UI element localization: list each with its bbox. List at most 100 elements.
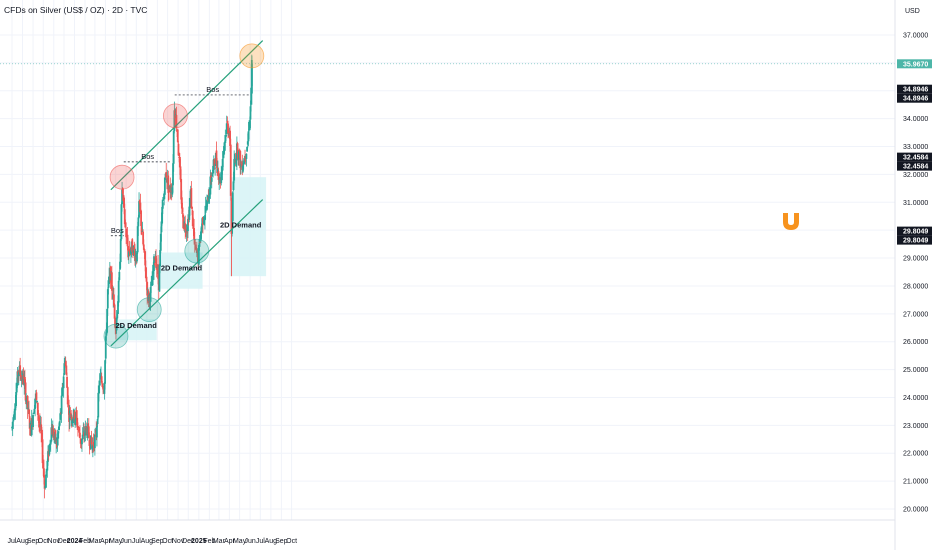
candle-body bbox=[115, 330, 117, 331]
candle-body bbox=[209, 176, 212, 195]
y-tick-label: 24.0000 bbox=[903, 395, 928, 402]
candle-body bbox=[65, 365, 68, 375]
candle-body bbox=[118, 271, 121, 281]
candle-body bbox=[14, 404, 17, 411]
candle-body bbox=[178, 158, 181, 168]
candle-body bbox=[58, 421, 61, 427]
bos-label: Bos bbox=[141, 152, 154, 161]
candle-body bbox=[90, 436, 93, 445]
candle-body bbox=[121, 188, 124, 194]
candle-body bbox=[85, 426, 87, 428]
candle-body bbox=[249, 106, 252, 120]
candle-body bbox=[38, 418, 41, 423]
candle-body bbox=[243, 158, 246, 164]
candle-body bbox=[46, 460, 49, 471]
candle-body bbox=[114, 317, 117, 329]
candle-body bbox=[157, 264, 159, 279]
candle-body bbox=[182, 214, 185, 229]
candle-body bbox=[210, 177, 213, 182]
candle-body bbox=[177, 143, 180, 156]
candle-body bbox=[208, 196, 210, 204]
x-tick-label: Nov bbox=[48, 538, 61, 545]
candle-body bbox=[105, 331, 108, 336]
candle-body bbox=[250, 87, 253, 105]
candle-body bbox=[191, 206, 193, 209]
candle-body bbox=[132, 250, 134, 256]
candle-body bbox=[36, 401, 39, 403]
candle-body bbox=[107, 280, 110, 289]
candle-body bbox=[28, 416, 31, 429]
candle-body bbox=[221, 170, 223, 172]
candle-body bbox=[223, 146, 225, 153]
candle-body bbox=[41, 439, 44, 464]
x-tick-label: May bbox=[233, 538, 247, 545]
candle-body bbox=[13, 408, 16, 416]
candle-body bbox=[175, 115, 178, 129]
x-tick-label: Oct bbox=[38, 538, 49, 545]
candle-body bbox=[204, 205, 207, 213]
candle-body bbox=[159, 250, 162, 267]
candle-body bbox=[226, 120, 229, 124]
candle-body bbox=[189, 198, 191, 207]
candle-body bbox=[87, 426, 90, 438]
bos-label: Bos bbox=[206, 85, 219, 94]
candle-body bbox=[198, 239, 201, 247]
x-tick-label: Nov bbox=[172, 538, 185, 545]
channel-lower-line[interactable] bbox=[110, 199, 264, 347]
candle-body bbox=[193, 239, 196, 244]
candle-body bbox=[211, 172, 214, 177]
highlight-circle bbox=[162, 103, 188, 129]
x-tick-label: Feb bbox=[79, 538, 91, 545]
candle-body bbox=[32, 413, 35, 414]
candle-body bbox=[128, 248, 131, 253]
candle-body bbox=[172, 163, 174, 186]
candle-body bbox=[49, 441, 52, 445]
annotations: Bos Bos Bos 2D Demand 2D Demand 2D Demand bbox=[111, 85, 262, 330]
candle-body bbox=[220, 171, 223, 184]
candle-body bbox=[35, 392, 38, 400]
candle-body bbox=[36, 402, 39, 415]
candle-body bbox=[191, 210, 194, 227]
price-tag bbox=[897, 93, 932, 103]
candle-body bbox=[88, 439, 91, 446]
candle-body bbox=[182, 226, 185, 229]
candle-body bbox=[216, 161, 219, 174]
candle-body bbox=[123, 197, 126, 207]
candle-body bbox=[161, 206, 164, 224]
candle-body bbox=[117, 280, 120, 303]
candle-body bbox=[178, 157, 181, 158]
candle-body bbox=[229, 130, 231, 146]
y-tick-label: 28.0000 bbox=[903, 283, 928, 290]
candle-body bbox=[15, 392, 17, 407]
candle-body bbox=[62, 376, 65, 389]
candle-body bbox=[204, 215, 206, 221]
candle-body bbox=[152, 269, 155, 274]
x-tick-label: Jul bbox=[256, 538, 265, 545]
candle-body bbox=[34, 398, 36, 409]
candle-body bbox=[186, 231, 189, 234]
highlight-circles bbox=[103, 43, 265, 349]
candle-body bbox=[139, 202, 142, 211]
highlight-circle bbox=[109, 164, 135, 190]
price-tag bbox=[897, 235, 932, 245]
candle-body bbox=[82, 431, 85, 433]
candle-body bbox=[232, 181, 235, 190]
currency-label[interactable]: USD bbox=[905, 8, 920, 15]
candle-body bbox=[163, 196, 166, 198]
candle-body bbox=[19, 365, 22, 375]
x-tick-label: Sep bbox=[151, 538, 164, 545]
candle-body bbox=[108, 276, 111, 280]
candle-body bbox=[138, 200, 141, 204]
candle-body bbox=[77, 426, 79, 429]
channel-upper-line[interactable] bbox=[110, 40, 264, 191]
candle-body bbox=[231, 192, 234, 221]
price-tag-label: 29.8049 bbox=[903, 238, 928, 245]
y-tick-label: 29.0000 bbox=[903, 256, 928, 263]
candle-body bbox=[97, 392, 100, 418]
price-tag-label: 35.9670 bbox=[903, 61, 928, 68]
candle-body bbox=[66, 376, 68, 388]
candle-body bbox=[162, 196, 165, 201]
